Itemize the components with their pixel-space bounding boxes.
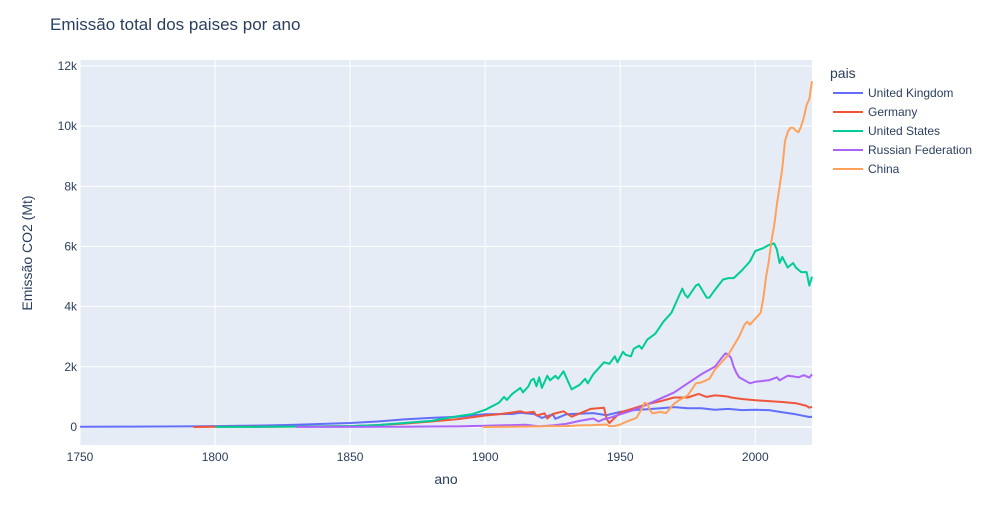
x-tick-label: 2000 [742,450,769,464]
series-lines [79,80,813,428]
y-tick-label: 6k [64,239,78,253]
x-tick-label: 1750 [67,450,94,464]
y-tick-label: 0 [70,420,77,434]
x-tick-label: 1900 [472,450,499,464]
y-tick-label: 4k [64,300,78,314]
legend-items: United Kingdom Germany United States Russia… [833,86,972,176]
y-axis-ticks: 0 2k 4k 6k 8k 10k 12k [58,59,78,434]
series-line-china [482,80,813,428]
legend-label: United Kingdom [868,86,953,100]
legend-title: pais [830,65,856,81]
y-tick-label: 8k [64,179,78,193]
legend-label: Russian Federation [868,143,972,157]
series-line-germany [193,392,813,428]
chart-title: Emissão total dos paises por ano [50,15,300,34]
x-axis-title: ano [434,471,458,487]
series-line-united-states [215,242,813,428]
x-tick-label: 1800 [202,450,229,464]
legend-label: Germany [868,105,917,119]
legend: pais United Kingdom Germany United States R… [830,65,972,176]
y-tick-label: 10k [58,119,78,133]
series-line-united-kingdom [79,406,813,428]
y-axis-title: Emissão CO2 (Mt) [19,195,35,310]
grid [79,60,812,445]
plot-area [80,60,812,445]
y-tick-label: 2k [64,360,78,374]
legend-label: United States [868,124,940,138]
legend-label: China [868,162,900,176]
x-axis-ticks: 1750 1800 1850 1900 1950 2000 [67,450,769,464]
x-tick-label: 1950 [607,450,634,464]
y-tick-label: 12k [58,59,78,73]
series-line-russian-federation [296,352,813,428]
x-tick-label: 1850 [337,450,364,464]
